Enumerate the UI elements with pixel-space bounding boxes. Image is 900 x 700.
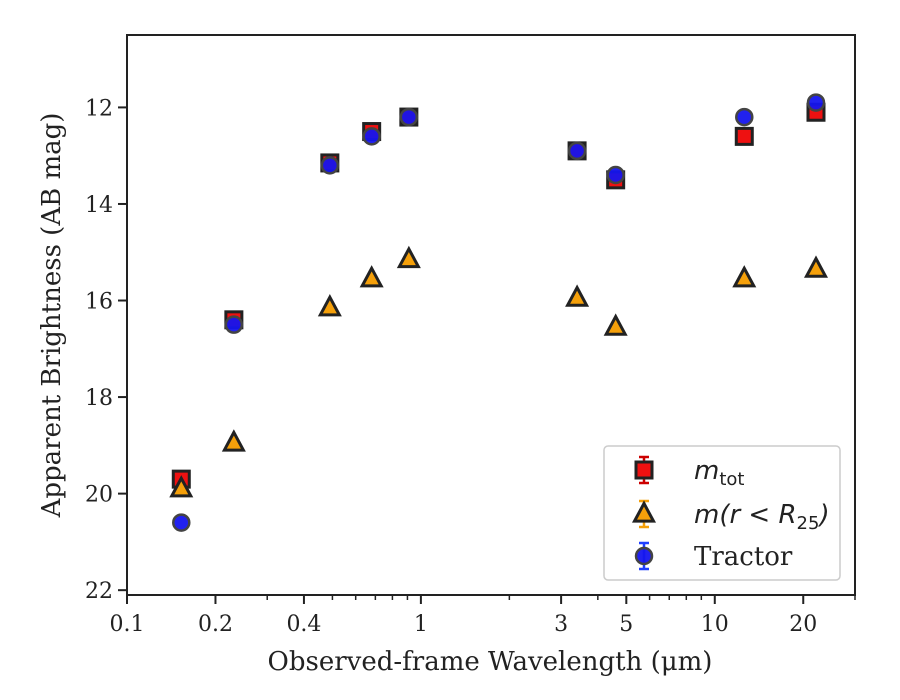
x-tick-label: 20 (789, 612, 817, 637)
y-tick-label: 20 (85, 483, 113, 508)
m-r25-point (803, 255, 829, 278)
tractor-point (320, 156, 340, 175)
m-r25-point (169, 475, 194, 498)
y-tick-label: 14 (85, 193, 113, 218)
tractor-point (606, 165, 625, 185)
legend-box (603, 445, 841, 581)
legend-label: mtot (694, 456, 744, 490)
legend-label: m(r < R25) (694, 500, 830, 534)
legend-marker (631, 500, 657, 523)
legend: mtot m(r < R25) Tractor (603, 445, 841, 581)
tractor-point (806, 93, 826, 112)
tractor-point (362, 127, 381, 146)
m-r25-point (396, 245, 421, 269)
legend-label: Tractor (694, 542, 793, 572)
legend-marker (634, 460, 654, 480)
x-tick-label: 0.2 (198, 612, 233, 637)
tractor-point (399, 107, 419, 127)
tractor-point (224, 315, 244, 334)
y-tick-label: 16 (85, 290, 113, 315)
plot-area (126, 34, 856, 596)
x-tick-label: 0.4 (286, 612, 321, 637)
m-r25-point (603, 313, 628, 336)
y-axis: 12 14 16 18 20 22 (85, 96, 127, 604)
x-tick-label: 10 (701, 612, 729, 637)
legend-marker (634, 546, 654, 566)
y-tick-label: 12 (85, 96, 113, 121)
m-r25-point (359, 265, 384, 288)
x-tick-label: 5 (619, 612, 633, 637)
y-tick-label: 22 (85, 579, 113, 604)
x-tick-label: 1 (414, 612, 428, 637)
x-axis-label: Observed-frame Wavelength (μm) (268, 647, 713, 677)
data-markers (169, 93, 829, 532)
m-r25-point (317, 294, 342, 317)
x-tick-label: 0.1 (110, 612, 145, 637)
mtot-point (734, 126, 754, 146)
plot-frame (126, 34, 856, 596)
m-r25-point (565, 284, 590, 307)
m-r25-point (732, 265, 757, 288)
tractor-point (567, 141, 587, 161)
x-axis: 0.1 0.2 0.4 1 3 5 10 20 (110, 595, 856, 637)
tractor-point (735, 107, 754, 127)
tractor-point (172, 513, 191, 532)
m-r25-point (221, 429, 246, 452)
y-axis-label: Apparent Brightness (AB mag) (37, 113, 67, 519)
y-tick-label: 18 (85, 386, 113, 411)
x-tick-label: 3 (554, 612, 568, 637)
